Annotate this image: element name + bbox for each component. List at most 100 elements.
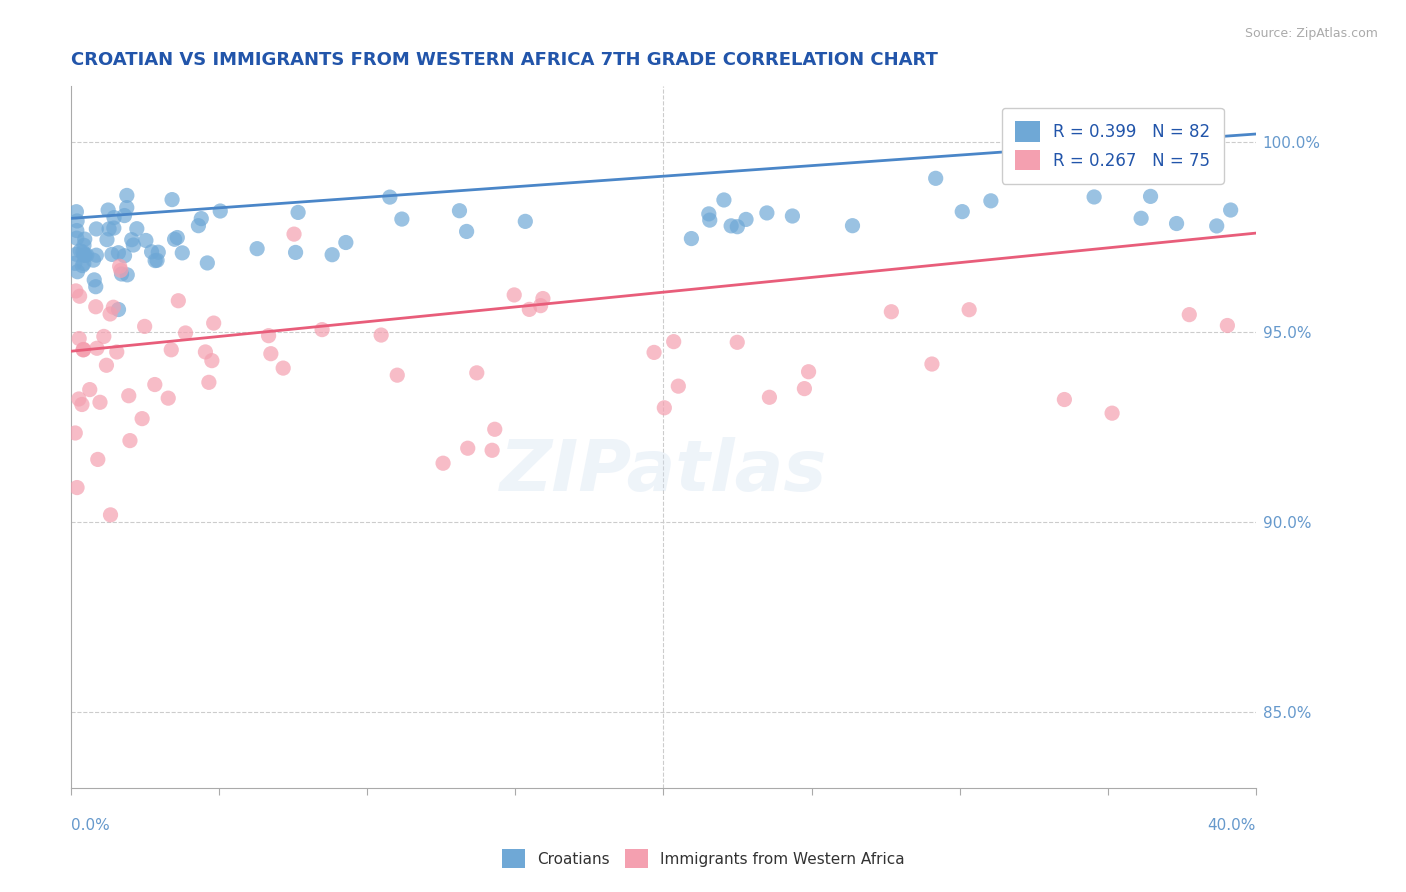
Point bbox=[93, 329, 115, 343]
Point bbox=[194, 345, 217, 359]
Point bbox=[122, 238, 145, 252]
Legend: R = 0.399   N = 82, R = 0.267   N = 75: R = 0.399 N = 82, R = 0.267 N = 75 bbox=[1001, 108, 1223, 184]
Point bbox=[190, 211, 212, 226]
Point bbox=[957, 302, 980, 317]
Point bbox=[114, 209, 136, 223]
Point bbox=[73, 232, 96, 246]
Point bbox=[103, 300, 125, 314]
Point bbox=[1316, 326, 1339, 340]
Point bbox=[209, 204, 232, 219]
Point bbox=[79, 383, 101, 397]
Point bbox=[793, 382, 815, 396]
Point bbox=[284, 245, 307, 260]
Point bbox=[101, 247, 124, 261]
Point bbox=[66, 481, 89, 495]
Point bbox=[283, 227, 305, 241]
Point bbox=[1166, 217, 1188, 231]
Point bbox=[148, 245, 170, 260]
Point bbox=[73, 248, 96, 262]
Point bbox=[1279, 194, 1302, 209]
Point bbox=[146, 253, 169, 268]
Point bbox=[652, 401, 675, 415]
Point bbox=[484, 422, 506, 436]
Point bbox=[257, 328, 280, 343]
Point bbox=[107, 302, 129, 317]
Point bbox=[797, 365, 820, 379]
Point bbox=[1101, 406, 1123, 420]
Point bbox=[311, 323, 333, 337]
Point bbox=[160, 193, 183, 207]
Point bbox=[202, 316, 225, 330]
Point bbox=[681, 231, 703, 245]
Point bbox=[432, 456, 454, 470]
Point bbox=[65, 425, 87, 440]
Point bbox=[174, 326, 197, 340]
Point bbox=[1265, 260, 1288, 274]
Point bbox=[735, 212, 758, 227]
Point bbox=[465, 366, 488, 380]
Point bbox=[89, 395, 111, 409]
Point bbox=[98, 222, 121, 236]
Point bbox=[457, 441, 479, 455]
Point bbox=[86, 248, 108, 262]
Point bbox=[1285, 236, 1308, 251]
Text: ZIPatlas: ZIPatlas bbox=[499, 437, 827, 507]
Point bbox=[517, 302, 540, 317]
Point bbox=[201, 353, 224, 368]
Point bbox=[72, 259, 94, 273]
Point bbox=[1053, 392, 1076, 407]
Point bbox=[103, 211, 125, 225]
Point bbox=[1083, 190, 1105, 204]
Point bbox=[157, 391, 180, 405]
Point bbox=[115, 268, 138, 282]
Point bbox=[163, 232, 186, 246]
Point bbox=[98, 307, 121, 321]
Point bbox=[134, 319, 156, 334]
Point bbox=[880, 304, 903, 318]
Point bbox=[69, 244, 91, 258]
Point bbox=[515, 214, 537, 228]
Point bbox=[725, 335, 748, 350]
Point bbox=[260, 347, 283, 361]
Point bbox=[666, 379, 689, 393]
Point bbox=[456, 224, 478, 238]
Point bbox=[950, 204, 973, 219]
Point bbox=[97, 202, 120, 217]
Point bbox=[387, 368, 409, 383]
Point bbox=[980, 194, 1002, 208]
Point bbox=[841, 219, 863, 233]
Point bbox=[110, 263, 132, 277]
Point bbox=[370, 328, 392, 343]
Point bbox=[271, 361, 294, 376]
Point bbox=[1216, 318, 1239, 333]
Point bbox=[1139, 189, 1161, 203]
Point bbox=[143, 253, 166, 268]
Point bbox=[503, 288, 526, 302]
Point bbox=[246, 242, 269, 256]
Point bbox=[531, 292, 554, 306]
Point bbox=[100, 508, 122, 522]
Point bbox=[66, 231, 89, 245]
Point bbox=[73, 343, 96, 357]
Point bbox=[160, 343, 183, 357]
Point bbox=[141, 244, 163, 259]
Point bbox=[378, 190, 401, 204]
Point bbox=[713, 193, 735, 207]
Point bbox=[72, 343, 94, 357]
Point bbox=[69, 289, 91, 303]
Point bbox=[135, 234, 157, 248]
Point bbox=[166, 230, 188, 244]
Point bbox=[96, 358, 118, 372]
Point bbox=[103, 221, 125, 235]
Point bbox=[118, 434, 141, 448]
Text: Source: ZipAtlas.com: Source: ZipAtlas.com bbox=[1244, 27, 1378, 40]
Point bbox=[921, 357, 943, 371]
Point bbox=[335, 235, 357, 250]
Point bbox=[75, 248, 97, 262]
Point bbox=[1205, 219, 1227, 233]
Point bbox=[84, 279, 107, 293]
Point bbox=[662, 334, 685, 349]
Point bbox=[63, 256, 86, 270]
Text: CROATIAN VS IMMIGRANTS FROM WESTERN AFRICA 7TH GRADE CORRELATION CHART: CROATIAN VS IMMIGRANTS FROM WESTERN AFRI… bbox=[72, 51, 938, 69]
Point bbox=[107, 245, 129, 260]
